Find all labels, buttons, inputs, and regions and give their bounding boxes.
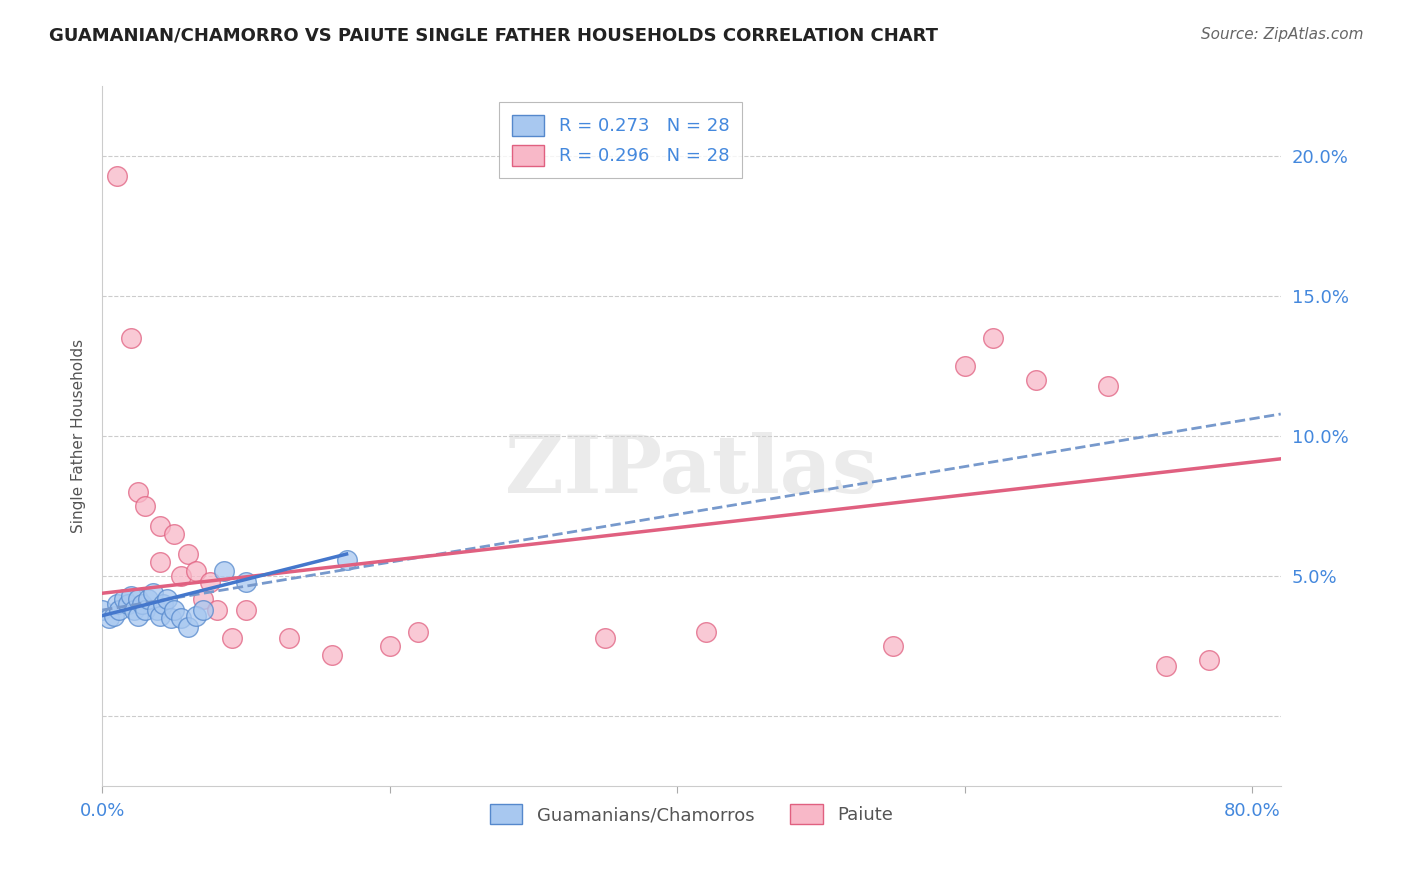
Point [149,519,172,533]
Point [235,603,257,617]
Point [134,500,156,514]
Point [198,575,221,590]
Point [160,611,183,625]
Point [205,603,228,617]
Point [191,603,214,617]
Point [152,598,174,612]
Point [120,589,142,603]
Point [170,611,193,625]
Point [953,359,976,374]
Point [117,598,139,612]
Point [122,603,145,617]
Point [149,608,172,623]
Point [105,169,128,183]
Point [136,591,159,606]
Point [1154,659,1177,673]
Point [184,608,207,623]
Text: ZIPatlas: ZIPatlas [505,433,877,510]
Point [120,331,142,345]
Point [321,648,343,662]
Point [408,625,430,640]
Point [593,631,616,645]
Text: GUAMANIAN/CHAMORRO VS PAIUTE SINGLE FATHER HOUSEHOLDS CORRELATION CHART: GUAMANIAN/CHAMORRO VS PAIUTE SINGLE FATH… [49,27,938,45]
Point [221,631,243,645]
Point [214,564,236,578]
Y-axis label: Single Father Households: Single Father Households [72,339,86,533]
Point [695,625,717,640]
Point [335,552,357,566]
Point [98,611,121,625]
Point [278,631,301,645]
Point [882,640,904,654]
Point [177,547,200,561]
Point [235,575,257,590]
Point [981,331,1004,345]
Point [191,591,214,606]
Point [131,598,153,612]
Point [177,620,200,634]
Point [127,485,149,500]
Point [1097,379,1119,393]
Point [105,598,128,612]
Point [378,640,401,654]
Point [112,591,135,606]
Point [163,603,186,617]
Point [127,608,149,623]
Point [1025,373,1047,387]
Point [103,608,125,623]
Point [127,591,149,606]
Point [170,569,193,583]
Point [91,603,114,617]
Point [163,527,186,541]
Point [1198,653,1220,667]
Text: Source: ZipAtlas.com: Source: ZipAtlas.com [1201,27,1364,42]
Legend: Guamanians/Chamorros, Paiute: Guamanians/Chamorros, Paiute [481,795,903,833]
Point [146,603,169,617]
Point [134,603,156,617]
Point [108,603,131,617]
Point [184,564,207,578]
Point [149,556,172,570]
Point [141,586,163,600]
Point [156,591,179,606]
